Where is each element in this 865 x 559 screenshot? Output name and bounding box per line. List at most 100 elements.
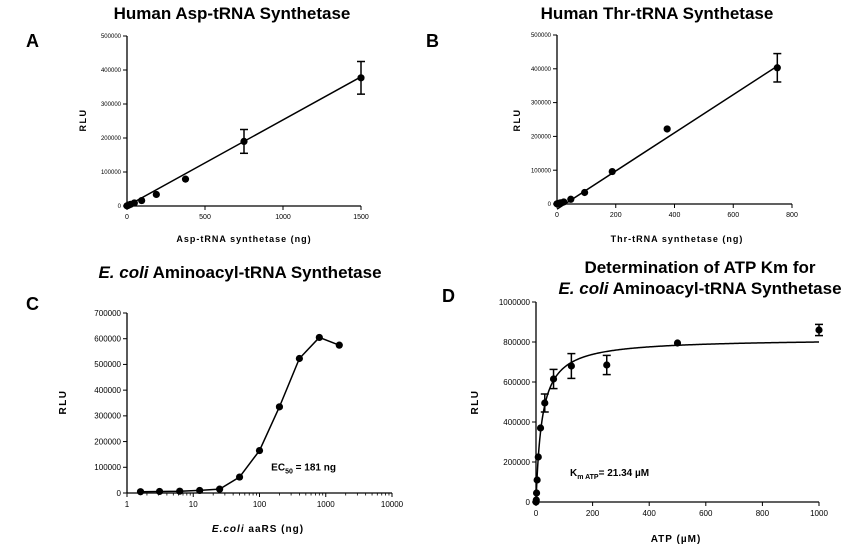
panel-c-plot: 0 100000 200000 300000 400000 500000 600000 700…	[94, 309, 403, 509]
panel-c-title: E. coli Aminoacyl-tRNA Synthetase	[98, 263, 381, 282]
panel-a: A Human Asp-tRNA Synthetase RLU Asp-tRNA…	[26, 4, 350, 244]
panel-d-data-point	[567, 362, 575, 370]
panel-d-x-tick-label: 800	[756, 509, 770, 518]
panel-c-title-rest: Aminoacyl-tRNA Synthetase	[149, 263, 382, 282]
panel-a-x-tick-label: 1000	[275, 214, 291, 221]
panel-c-ylabel: RLU	[58, 389, 69, 414]
panel-d-fit-curve	[535, 341, 820, 503]
panel-a-y-tick-label: 100000	[101, 170, 122, 176]
panel-c-data-point	[176, 487, 184, 495]
panel-b-y-tick-label: 0	[548, 202, 552, 208]
panel-d-y-tick-label: 800000	[503, 338, 530, 347]
panel-c: C E. coli Aminoacyl-tRNA Synthetase RLU …	[26, 263, 382, 535]
panel-c-y-tick-label: 500000	[94, 360, 121, 369]
panel-a-data-point	[138, 196, 146, 205]
panel-a-data-point	[152, 190, 160, 199]
panel-d-annotation-value: = 21.34 µM	[599, 468, 650, 479]
panel-a-x-tick-label: 500	[199, 214, 211, 221]
panel-d-data-point	[603, 361, 611, 369]
panel-c-xlabel-italic: E.coli	[212, 524, 245, 535]
panel-d-data-point	[534, 453, 542, 461]
panel-c-data-point	[335, 341, 343, 349]
panel-c-annotation-value: = 181 ng	[293, 462, 336, 473]
panel-c-x-tick-label: 10	[189, 500, 198, 509]
panel-c-title-italic: E. coli	[98, 263, 149, 282]
panel-c-data-point	[216, 485, 224, 493]
panel-c-data-point	[136, 488, 145, 496]
panel-c-data-point	[295, 354, 303, 363]
panel-b-x-tick-label: 600	[727, 212, 739, 219]
panel-c-data-point	[155, 487, 164, 496]
panel-c-data-point	[275, 403, 284, 411]
panel-b-x-tick-label: 200	[610, 212, 622, 219]
panel-a-y-tick-label: 0	[118, 204, 122, 210]
panel-a-xlabel: Asp-tRNA synthetase (ng)	[176, 234, 311, 244]
panel-d-y-tick-label: 0	[526, 498, 531, 507]
panel-c-annotation-subscript: 50	[285, 468, 293, 475]
panel-a-data-point	[357, 74, 365, 82]
panel-d-x-tick-label: 400	[643, 509, 657, 518]
panel-c-letter: C	[26, 294, 39, 314]
panel-d-title-rest: Aminoacyl-tRNA Synthetase	[609, 279, 842, 298]
panel-d-data-point	[536, 424, 545, 432]
panel-b-y-tick-label: 300000	[531, 101, 552, 107]
panel-d-data-point	[532, 489, 541, 497]
panel-a-x-tick-label: 1500	[353, 214, 369, 221]
panel-b-data-point	[567, 195, 575, 203]
panel-c-data-point	[235, 473, 244, 481]
panel-d-y-tick-label: 600000	[503, 378, 530, 387]
panel-a-letter: A	[26, 31, 39, 51]
panel-d: D Determination of ATP Km for E. coli Am…	[442, 258, 842, 545]
panel-c-data-point	[196, 486, 204, 495]
panel-c-y-tick-label: 300000	[94, 412, 121, 421]
panel-d-data-point	[549, 375, 558, 383]
panel-d-data-point	[815, 326, 823, 334]
panel-c-y-tick-label: 400000	[94, 386, 121, 395]
panel-d-data-point	[541, 399, 549, 407]
panel-c-x-tick-label: 100	[253, 500, 267, 509]
panel-b-ylabel: RLU	[512, 109, 522, 132]
panel-d-data-point	[532, 496, 540, 504]
panel-b-plot: 0 100000 200000 300000 400000 500000 0 200 400 60…	[531, 33, 798, 219]
panel-d-x-tick-label: 200	[586, 509, 600, 518]
panel-b-y-tick-label: 400000	[531, 67, 552, 73]
panel-d-x-tick-label: 600	[699, 509, 713, 518]
panel-d-title-line2: E. coli Aminoacyl-tRNA Synthetase	[558, 279, 841, 298]
panel-d-title-italic: E. coli	[558, 279, 609, 298]
panel-b-x-tick-label: 800	[786, 212, 798, 219]
panel-b-data-point	[608, 167, 616, 176]
panel-b-title: Human Thr-tRNA Synthetase	[541, 4, 774, 23]
panel-c-y-tick-label: 700000	[94, 309, 121, 318]
panel-a-title: Human Asp-tRNA Synthetase	[114, 4, 351, 23]
panel-a-ylabel: RLU	[78, 109, 88, 132]
panel-b-xlabel: Thr-tRNA synthetase (ng)	[611, 234, 744, 244]
panel-d-y-tick-label: 400000	[503, 418, 530, 427]
panel-d-y-tick-label: 1000000	[499, 298, 531, 307]
panel-a-y-tick-label: 400000	[101, 68, 122, 74]
panel-b-fit-line	[556, 65, 778, 210]
panel-a-y-tick-label: 200000	[101, 136, 122, 142]
panel-c-annotation-main: EC	[271, 462, 285, 473]
panel-d-x-tick-label: 0	[534, 509, 539, 518]
panel-a-y-tick-label: 300000	[101, 102, 122, 108]
panel-b: B Human Thr-tRNA Synthetase RLU Thr-tRNA…	[426, 4, 773, 244]
panel-d-annotation: Km ATP= 21.34 µM	[570, 468, 649, 481]
panel-d-xlabel: ATP (µM)	[651, 534, 702, 545]
panel-a-data-point	[240, 137, 248, 145]
panel-b-data-point	[560, 198, 568, 206]
panel-c-annotation: EC50 = 181 ng	[271, 462, 336, 475]
panel-d-annotation-main: K	[570, 468, 578, 479]
panel-b-x-tick-label: 400	[669, 212, 681, 219]
panel-c-data-point	[255, 446, 264, 455]
panel-d-data-point	[533, 476, 541, 484]
panel-c-x-tick-label: 1000	[317, 500, 335, 509]
panel-b-data-point	[773, 64, 781, 72]
panel-c-xlabel: E.coli aaRS (ng)	[212, 524, 304, 535]
panel-b-y-tick-label: 100000	[531, 168, 552, 174]
panel-c-y-tick-label: 0	[117, 489, 122, 498]
panel-a-plot: 0 100000 200000 300000 400000 500000 0 500 1000 1…	[101, 34, 369, 221]
panel-d-ylabel: RLU	[470, 389, 481, 414]
panel-c-data-point	[315, 333, 323, 342]
